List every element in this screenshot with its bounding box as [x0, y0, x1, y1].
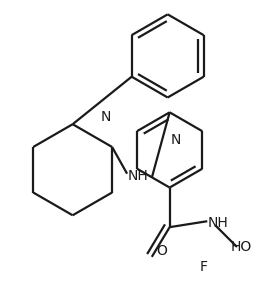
- Text: O: O: [156, 244, 167, 258]
- Text: N: N: [170, 133, 181, 147]
- Text: F: F: [199, 260, 207, 274]
- Text: N: N: [100, 110, 110, 124]
- Text: NH: NH: [207, 216, 228, 230]
- Text: HO: HO: [231, 240, 252, 254]
- Text: NH: NH: [128, 169, 149, 183]
